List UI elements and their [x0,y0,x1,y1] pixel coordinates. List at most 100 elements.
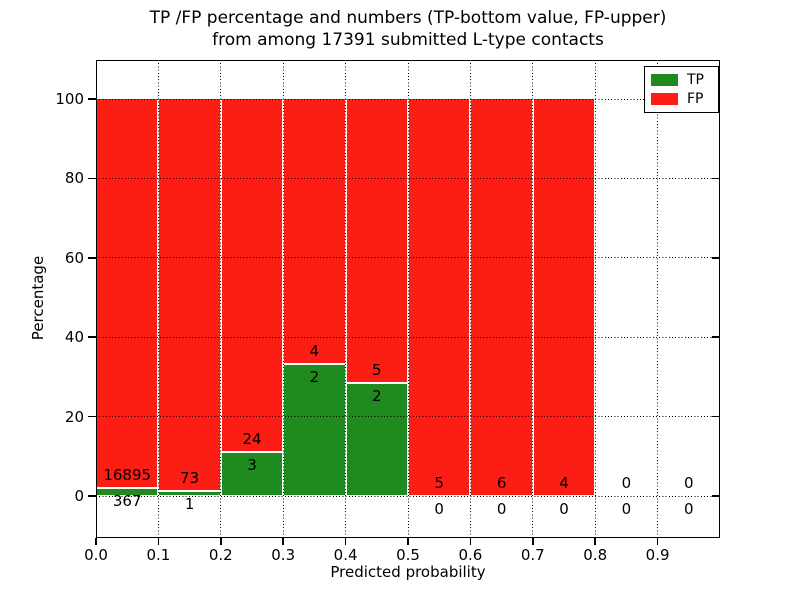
x-tick-label: 0.6 [458,546,483,564]
x-tick-label: 0.9 [645,546,670,564]
gridline-vertical [469,60,471,538]
bar-edge-horizontal [283,362,346,365]
legend-label-tp: TP [687,72,704,89]
fp-count-label: 0 [621,474,632,492]
y-tick-mark-right [712,415,720,418]
y-tick-mark-right [712,257,720,259]
fp-count-label: 24 [242,429,262,448]
fp-count-label: 4 [559,474,569,492]
fp-count-label: 5 [434,474,444,492]
bar-tp [345,382,408,496]
x-tick-label: 0.1 [146,546,171,564]
bar-tp [96,487,159,496]
x-tick-mark [95,538,97,545]
tp-count-label: 0 [621,500,632,518]
bar-fp [532,99,596,496]
y-tick-mark-right [712,495,720,497]
bar-edge-horizontal [220,450,284,453]
tp-count-label: 367 [112,491,142,510]
x-tick-label: 0.4 [333,546,358,564]
x-axis-label: Predicted probability [330,563,486,581]
chart-title-line1: TP /FP percentage and numbers (TP-bottom… [149,8,667,28]
bar-edge-horizontal [345,381,408,384]
fp-count-label: 6 [496,474,507,492]
x-tick-mark [594,538,596,545]
tp-count-label: 3 [247,455,257,474]
grid-layer [96,60,720,538]
y-tick-mark [88,415,96,418]
plot-area: 16895 367 73 1 24 3 4 2 5 2 5 0 6 0 4 0 0 0 0 0 [88,60,720,545]
bar-fp [408,99,471,496]
legend-swatch-fp [651,92,678,105]
legend-swatch-tp [651,74,678,87]
legend-label-fp: FP [687,90,704,107]
bar-fp [345,99,408,383]
tp-count-label: 0 [496,500,507,518]
bar-fp [470,99,533,496]
bar-edge-horizontal [158,489,221,492]
tp-count-label: 0 [434,500,444,518]
x-tick-mark [282,538,284,545]
y-tick-mark [88,98,96,100]
x-tick-mark [344,538,347,545]
x-tick-label: 0.8 [583,546,608,564]
gridline-vertical [220,60,222,538]
chart-title: TP /FP percentage and numbers (TP-bottom… [96,7,720,51]
legend-item-fp: FP [651,92,712,106]
y-tick-label: 100 [55,90,84,108]
x-tick-mark [220,538,222,545]
gridline-vertical [594,60,596,538]
bar-tp [220,451,284,496]
x-tick-label: 0.5 [396,546,420,564]
chart-title-line2: from among 17391 submitted L-type contac… [212,30,604,50]
y-tick-mark-right [712,336,720,338]
bar-fp [283,99,346,364]
count-labels-layer: 16895 367 73 1 24 3 4 2 5 2 5 0 6 0 4 0 0 0 0 0 [96,60,720,538]
x-tick-label: 0.7 [520,546,545,564]
x-tick-label: 0.3 [271,546,296,564]
y-tick-label: 60 [64,248,84,267]
x-tick-mark [157,538,160,545]
legend-item-tp: TP [651,73,712,87]
tp-count-label: 0 [684,500,694,518]
x-tick-mark [656,538,659,545]
gridline-vertical [657,60,659,538]
y-tick-mark [88,495,96,497]
fp-count-label: 4 [309,341,320,360]
x-tick-label: 0.2 [208,546,233,564]
fp-count-label: 0 [684,474,694,492]
y-tick-label: 0 [74,487,84,505]
y-tick-label: 80 [64,169,84,188]
tp-count-label: 2 [372,386,382,405]
fp-count-label: 73 [180,468,200,487]
bar-fp [96,99,159,488]
bar-edge-horizontal [96,486,159,489]
tp-count-label: 0 [559,500,569,518]
x-tick-label: 0.0 [84,546,108,564]
x-tick-mark [469,538,472,545]
gridline-vertical [407,60,409,538]
bar-tp [158,490,221,496]
y-tick-mark [88,257,96,259]
fp-count-label: 5 [372,360,382,379]
bar-fp [220,99,284,452]
gridline-vertical [345,60,347,538]
tp-count-label: 1 [184,494,195,513]
gridline-vertical [532,60,534,538]
x-tick-mark [407,538,409,545]
legend: TP FP [644,66,719,113]
fp-count-label: 16895 [103,465,152,484]
gridline-vertical [282,60,284,538]
y-tick-mark [88,177,96,180]
tp-count-label: 2 [309,367,320,386]
y-tick-label: 20 [64,407,84,426]
gridline-vertical [157,60,159,538]
bar-tp [283,363,346,496]
x-tick-mark [532,538,534,545]
y-tick-mark [88,336,96,338]
y-tick-mark-right [712,177,720,180]
bars-layer [96,60,720,538]
ticks-layer [88,60,720,545]
y-tick-label: 40 [64,328,84,347]
